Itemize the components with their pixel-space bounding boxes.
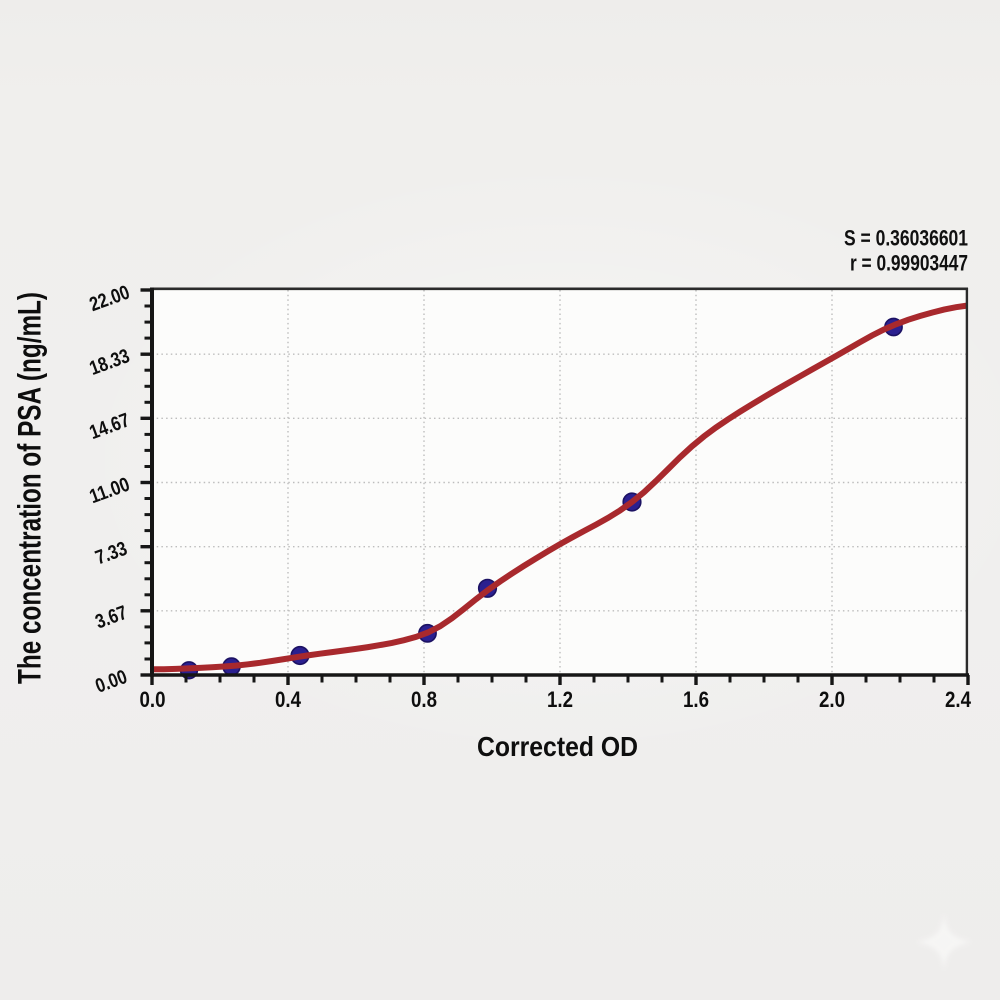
svg-text:3.67: 3.67 [93, 602, 131, 634]
svg-text:S = 0.36036601: S = 0.36036601 [844, 226, 968, 251]
svg-text:7.33: 7.33 [93, 538, 131, 570]
svg-text:0.0: 0.0 [140, 687, 166, 712]
svg-text:11.00: 11.00 [87, 474, 133, 509]
svg-text:14.67: 14.67 [87, 409, 133, 444]
svg-text:2.0: 2.0 [819, 687, 845, 712]
svg-text:0.4: 0.4 [275, 687, 302, 712]
svg-text:0.8: 0.8 [411, 687, 437, 712]
svg-text:22.00: 22.00 [87, 282, 133, 317]
svg-text:r = 0.99903447: r = 0.99903447 [850, 251, 968, 276]
svg-text:1.6: 1.6 [683, 687, 709, 712]
svg-text:2.4: 2.4 [945, 687, 972, 712]
svg-text:The concentration of PSA (ng/m: The concentration of PSA (ng/mL) [12, 292, 48, 684]
svg-text:Corrected OD: Corrected OD [477, 731, 638, 762]
svg-text:18.33: 18.33 [87, 345, 133, 380]
svg-text:0.00: 0.00 [93, 666, 131, 698]
svg-text:1.2: 1.2 [547, 687, 573, 712]
